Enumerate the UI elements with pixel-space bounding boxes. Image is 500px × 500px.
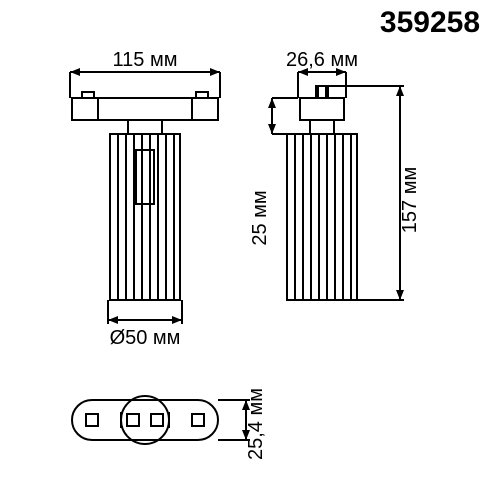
- front-bracket: [72, 92, 218, 134]
- svg-text:25,4 мм: 25,4 мм: [245, 388, 267, 460]
- dim-footprint-h: 25,4 мм: [218, 388, 267, 460]
- side-bracket: [300, 86, 344, 134]
- product-id: 359258: [380, 6, 480, 39]
- front-body: [110, 134, 180, 300]
- svg-text:Ø50 мм: Ø50 мм: [110, 327, 181, 349]
- dim-width-side: 26,6 мм: [286, 49, 358, 98]
- svg-text:157 мм: 157 мм: [399, 167, 421, 233]
- dim-diameter: Ø50 мм: [108, 300, 182, 349]
- dim-height-inner: 25 мм: [249, 98, 298, 246]
- dimension-drawing: 359258 115 мм: [0, 0, 500, 500]
- svg-text:115 мм: 115 мм: [113, 49, 178, 71]
- bottom-view: [72, 396, 218, 444]
- dim-height-total: 157 мм: [328, 86, 421, 300]
- side-body: [287, 134, 357, 300]
- svg-text:26,6 мм: 26,6 мм: [286, 49, 358, 71]
- dim-width-top: 115 мм: [70, 49, 220, 98]
- svg-text:25 мм: 25 мм: [249, 190, 271, 245]
